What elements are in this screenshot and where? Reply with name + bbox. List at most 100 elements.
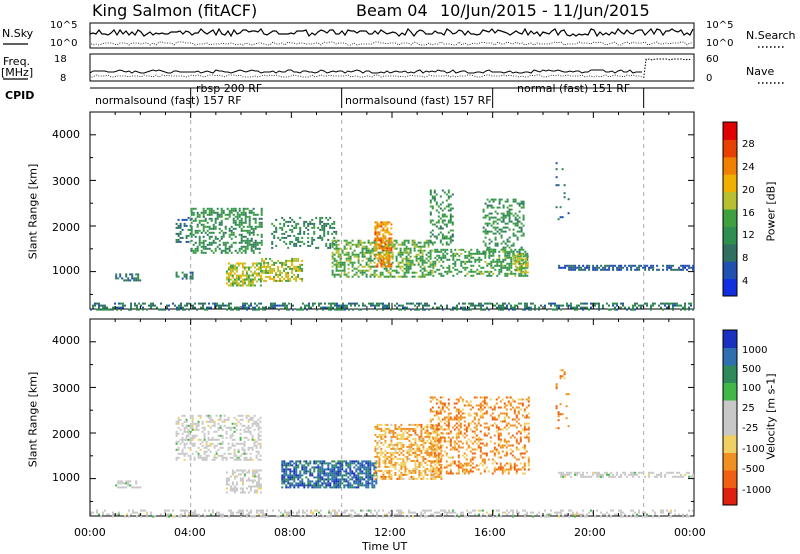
heatmap-cell (263, 265, 266, 268)
heatmap-cell (662, 308, 664, 311)
heatmap-cell (222, 515, 224, 518)
heatmap-cell (580, 266, 583, 269)
heatmap-cell (468, 260, 471, 263)
heatmap-cell (391, 251, 394, 254)
heatmap-cell (160, 302, 162, 305)
heatmap-cell (363, 464, 366, 467)
heatmap-cell (228, 233, 231, 236)
heatmap-cell (283, 218, 286, 221)
heatmap-cell (367, 462, 370, 465)
heatmap-cell (341, 251, 344, 254)
heatmap-cell (406, 445, 409, 448)
heatmap-cell (472, 274, 475, 277)
heatmap-cell (130, 306, 132, 309)
heatmap-cell (422, 308, 424, 311)
heatmap-cell (468, 254, 471, 257)
heatmap-cell (386, 306, 388, 309)
heatmap-cell (397, 275, 400, 278)
heatmap-cell (345, 253, 348, 256)
heatmap-cell (246, 229, 249, 232)
heatmap-cell (413, 243, 416, 246)
heatmap-cell (225, 270, 228, 273)
heatmap-cell (269, 269, 272, 272)
heatmap-cell (131, 486, 134, 489)
heatmap-cell (268, 306, 270, 309)
heatmap-cell (388, 261, 391, 264)
heatmap-cell (397, 261, 400, 264)
heatmap-cell (335, 472, 338, 475)
heatmap-cell (560, 266, 563, 269)
heatmap-cell (178, 308, 180, 311)
heatmap-cell (449, 239, 452, 242)
heatmap-cell (429, 400, 432, 403)
heatmap-cell (301, 259, 304, 262)
heatmap-cell (409, 267, 412, 270)
heatmap-cell (285, 236, 288, 239)
heatmap-cell (225, 278, 228, 281)
heatmap-cell (229, 436, 232, 439)
heatmap-cell (442, 515, 444, 518)
heatmap-cell (115, 484, 118, 487)
heatmap-cell (229, 264, 232, 267)
heatmap-cell (208, 213, 211, 216)
heatmap-cell (428, 509, 430, 512)
heatmap-cell (510, 256, 513, 259)
heatmap-cell (498, 268, 501, 271)
heatmap-cell (462, 248, 465, 251)
heatmap-cell (400, 433, 403, 436)
heatmap-cell (279, 238, 282, 241)
heatmap-cell (323, 482, 326, 485)
heatmap-cell (396, 513, 398, 516)
heatmap-cell (419, 269, 422, 272)
heatmap-cell (289, 472, 292, 475)
heatmap-cell (588, 264, 591, 267)
heatmap-cell (414, 461, 417, 464)
heatmap-cell (238, 215, 241, 218)
heatmap-cell (181, 271, 184, 274)
heatmap-cell (692, 266, 695, 269)
heatmap-cell (500, 242, 503, 245)
heatmap-cell (119, 486, 122, 489)
heatmap-cell (416, 423, 419, 426)
heatmap-cell (213, 438, 216, 441)
heatmap-cell (502, 304, 504, 307)
heatmap-cell (376, 257, 379, 260)
heatmap-cell (524, 515, 526, 518)
heatmap-cell (310, 509, 312, 512)
heatmap-cell (319, 478, 322, 481)
heatmap-cell (460, 260, 463, 263)
heatmap-cell (514, 306, 516, 309)
heatmap-cell (337, 470, 340, 473)
heatmap-cell (357, 474, 360, 477)
heatmap-cell (317, 226, 320, 229)
heatmap-cell (470, 260, 473, 263)
heatmap-cell (120, 302, 122, 305)
heatmap-cell (582, 513, 584, 516)
heatmap-cell (402, 435, 405, 438)
heatmap-cell (285, 470, 288, 473)
heatmap-cell (403, 263, 406, 266)
heatmap-cell (235, 469, 238, 472)
heatmap-cell (303, 486, 306, 489)
heatmap-cell (373, 466, 376, 469)
heatmap-cell (447, 221, 450, 224)
heatmap-cell (333, 247, 336, 250)
heatmap-cell (299, 240, 302, 243)
heatmap-cell (444, 509, 446, 512)
heatmap-cell (524, 257, 527, 260)
heatmap-cell (384, 513, 386, 516)
heatmap-cell (315, 462, 318, 465)
heatmap-cell (225, 477, 228, 480)
heatmap-cell (425, 261, 428, 264)
heatmap-cell (319, 486, 322, 489)
heatmap-cell (335, 261, 338, 264)
heatmap-cell (198, 237, 201, 240)
heatmap-cell (246, 237, 249, 240)
heatmap-cell (279, 279, 282, 282)
date-range: 10/Jun/2015 - 11/Jun/2015 (440, 1, 650, 20)
heatmap-cell (404, 308, 406, 311)
heatmap-cell (443, 237, 446, 240)
heatmap-cell (486, 246, 489, 249)
heatmap-cell (229, 456, 232, 459)
heatmap-cell (210, 243, 213, 246)
